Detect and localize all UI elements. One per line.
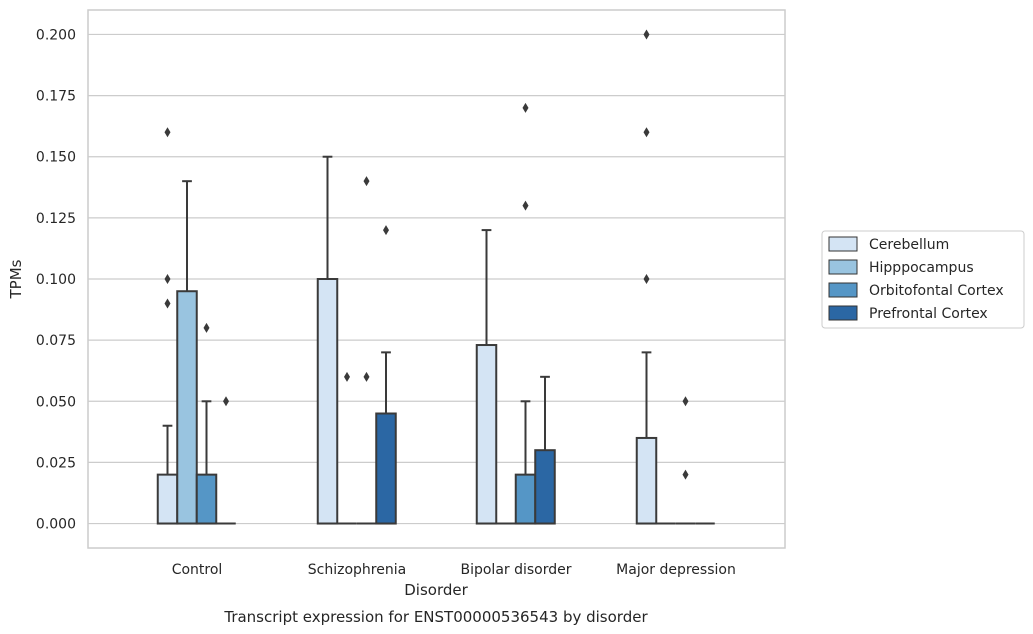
x-tick-labels: Control Schizophrenia Bipolar disorder Majo… <box>172 562 736 578</box>
box-group <box>216 396 236 525</box>
legend-swatch <box>828 305 858 321</box>
outlier-point <box>164 274 171 284</box>
box <box>176 290 198 525</box>
box-group <box>156 127 179 525</box>
legend-label: Hipppocampus <box>869 260 974 276</box>
box <box>375 412 397 525</box>
y-tick-label: 0.200 <box>36 27 76 43</box>
legend-label: Prefrontal Cortex <box>869 306 988 322</box>
legend-frame <box>821 230 1025 329</box>
outlier-point <box>643 127 650 138</box>
outlier-point <box>682 469 689 480</box>
y-tick-label: 0.050 <box>36 394 76 410</box>
outlier-point <box>164 127 171 138</box>
x-tick-label: Control <box>172 562 223 578</box>
box-group <box>195 322 218 525</box>
y-tick-label: 0.075 <box>36 333 76 349</box>
legend-entries: Cerebellum Hipppocampus Orbitofontal Corte… <box>828 236 1004 322</box>
y-tick-label: 0.025 <box>36 455 76 471</box>
box <box>514 473 537 525</box>
legend-swatch <box>828 259 858 275</box>
y-tick-label: 0.125 <box>36 211 76 227</box>
x-tick-label: Bipolar disorder <box>460 562 571 578</box>
box-group <box>316 155 339 525</box>
outlier-point <box>522 200 529 211</box>
box-group <box>176 180 198 525</box>
box-group <box>475 229 498 525</box>
chart-title: Transcript expression for ENST0000053654… <box>223 608 648 626</box>
box <box>475 344 498 525</box>
y-tick-label: 0.100 <box>36 272 76 288</box>
outlier-point <box>383 225 389 236</box>
box <box>316 278 339 525</box>
y-axis-label: TPMs <box>7 259 25 299</box>
legend-label: Orbitofontal Cortex <box>869 283 1004 299</box>
box-group <box>356 176 377 525</box>
box-group <box>635 29 658 525</box>
y-tick-label: 0.175 <box>36 89 76 105</box>
outlier-point <box>203 322 210 333</box>
box-group <box>514 102 537 525</box>
outlier-point <box>643 29 650 40</box>
outlier-point <box>682 396 689 407</box>
legend-swatch <box>828 282 858 298</box>
box <box>635 436 658 525</box>
y-tick-label: 0.150 <box>36 150 76 166</box>
y-tick-label: 0.000 <box>36 517 76 533</box>
box-group <box>534 375 556 525</box>
y-tick-labels: 0.000 0.025 0.050 0.075 0.100 0.125 0.150 0.175… <box>36 27 76 532</box>
outlier-point <box>344 371 350 382</box>
box <box>195 473 218 525</box>
box-layer <box>156 29 715 525</box>
legend-swatch <box>828 236 858 252</box>
plot-frame <box>87 9 786 549</box>
box-group <box>375 225 397 525</box>
outlier-point <box>643 274 650 284</box>
outlier-point <box>363 176 370 187</box>
box <box>534 449 556 525</box>
legend: Cerebellum Hipppocampus Orbitofontal Corte… <box>821 230 1025 329</box>
box-group <box>337 371 357 525</box>
x-tick-label: Major depression <box>616 562 736 578</box>
legend-label: Cerebellum <box>869 237 949 253</box>
outlier-point <box>164 298 171 309</box>
outlier-point <box>363 371 370 382</box>
x-axis-label: Disorder <box>404 581 468 599</box>
x-tick-label: Schizophrenia <box>308 562 406 578</box>
outlier-point <box>223 396 229 407</box>
box-group <box>675 396 696 525</box>
outlier-point <box>522 102 529 113</box>
box <box>156 473 179 525</box>
